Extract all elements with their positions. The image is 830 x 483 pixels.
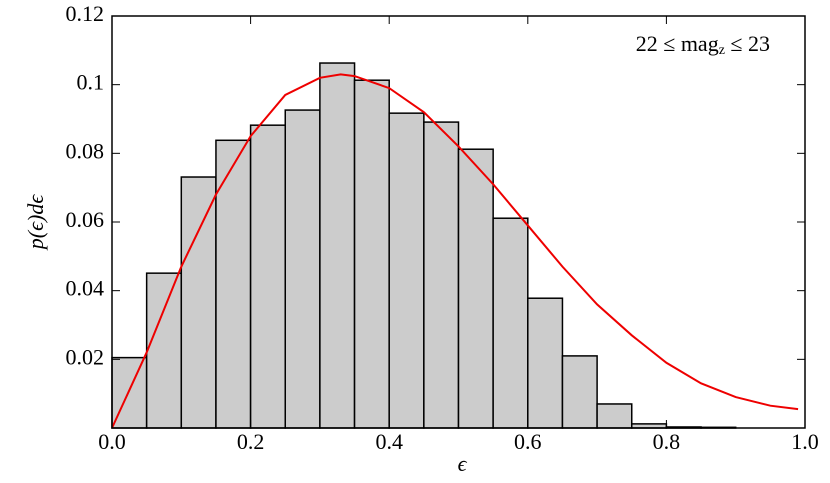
bar	[457, 148, 494, 429]
y-tick-label: 0.12	[66, 1, 105, 26]
fit-curve	[111, 73, 799, 429]
plot-frame	[111, 15, 806, 429]
x-tick-label: 0.2	[237, 429, 265, 454]
bar	[319, 62, 356, 429]
x-tick-label: 1.0	[791, 429, 819, 454]
bar	[249, 124, 287, 429]
annotation-text: 22 ≤ mag	[636, 31, 719, 56]
y-tick-label: 0.1	[77, 70, 105, 95]
y-tick-label: 0.04	[66, 276, 105, 301]
y-tick-label: 0.02	[66, 344, 105, 369]
bar	[215, 139, 252, 429]
bar	[596, 403, 633, 429]
x-tick-label: 0.8	[653, 429, 681, 454]
annotation-text: ≤ 23	[725, 31, 770, 56]
bar	[145, 272, 183, 429]
bar	[284, 109, 321, 429]
annotation-subscript: z	[719, 43, 725, 58]
bar	[561, 355, 598, 429]
x-tick-label: 0.6	[514, 429, 542, 454]
bar	[423, 121, 460, 429]
y-axis-label: p(ϵ)dϵ	[23, 194, 48, 252]
bar	[492, 217, 529, 429]
x-tick-label: 0.4	[375, 429, 403, 454]
bar	[527, 297, 564, 429]
y-tick-label: 0.06	[66, 207, 105, 232]
y-tick-label: 0.08	[66, 138, 105, 163]
bar	[353, 79, 390, 429]
bar	[180, 176, 217, 429]
bar	[388, 112, 425, 429]
annotation: 22 ≤ magz ≤ 23	[636, 31, 770, 58]
x-tick-label: 0.0	[98, 429, 126, 454]
x-axis-label: ϵ	[458, 451, 468, 476]
